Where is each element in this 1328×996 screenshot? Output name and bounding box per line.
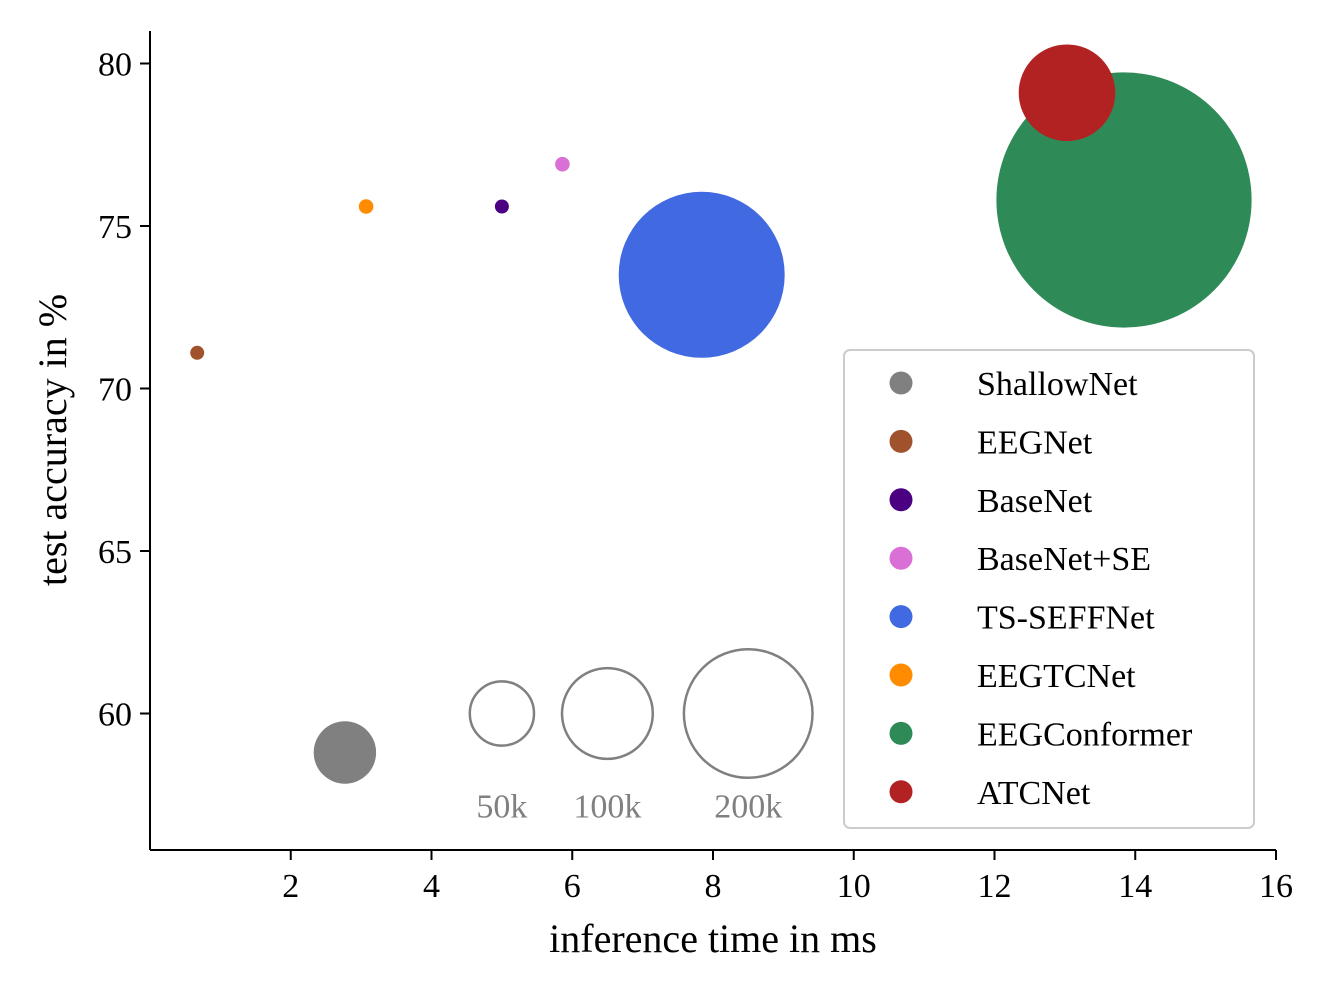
x-ticks: 2 4 6 8 10 12 14 16 [282, 850, 1293, 905]
x-tick-label-6: 6 [564, 868, 581, 905]
legend-marker-eegtcnet [889, 663, 913, 687]
size-circle-100k [560, 666, 655, 761]
legend-label-basenet-se: BaseNet+SE [977, 541, 1151, 578]
size-circle-50k [468, 680, 536, 747]
x-tick-label-14: 14 [1118, 868, 1152, 905]
legend-marker-shallownet [889, 371, 913, 395]
bubble-atcnet [1018, 44, 1116, 142]
y-tick-label-70: 70 [98, 372, 132, 409]
legend-marker-basenet [889, 488, 913, 512]
legend: ShallowNet EEGNet BaseNet BaseNet+SE TS-SEFF… [843, 349, 1255, 829]
x-tick-label-2: 2 [282, 868, 299, 905]
x-tick-label-4: 4 [423, 868, 440, 905]
size-label-100k: 100k [573, 789, 641, 826]
y-ticks: 60 65 70 75 80 [98, 47, 150, 734]
bubble-ts-seffnet [618, 191, 785, 358]
legend-marker-basenet-se [889, 546, 913, 570]
bubbles-layer [190, 44, 1252, 784]
y-tick-label-60: 60 [98, 697, 132, 734]
y-tick-label-80: 80 [98, 47, 132, 84]
legend-frame [843, 349, 1255, 829]
bubble-eegtcnet [358, 199, 374, 214]
x-tick-label-16: 16 [1259, 868, 1293, 905]
legend-label-atcnet: ATCNet [977, 775, 1091, 812]
legend-label-ts-seffnet: TS-SEFFNet [977, 600, 1155, 637]
y-tick-label-65: 65 [98, 534, 132, 571]
legend-label-eegtcnet: EEGTCNet [977, 658, 1136, 695]
legend-marker-eegnet [889, 429, 913, 453]
legend-label-basenet: BaseNet [977, 483, 1093, 520]
bubble-basenet-se [555, 156, 570, 172]
y-axis-title: test accuracy in % [30, 294, 75, 586]
size-legend: 50k 100k 200k [468, 647, 814, 826]
legend-marker-ts-seffnet [889, 605, 913, 629]
x-axis-title: inference time in ms [549, 916, 877, 961]
x-tick-label-12: 12 [978, 868, 1012, 905]
size-label-50k: 50k [476, 789, 527, 826]
legend-label-eegnet: EEGNet [977, 424, 1093, 461]
bubble-shallownet [313, 721, 377, 784]
size-label-200k: 200k [714, 789, 782, 826]
x-tick-label-8: 8 [705, 868, 722, 905]
bubble-eegnet [190, 345, 205, 360]
size-circle-200k [682, 647, 814, 780]
x-tick-label-10: 10 [837, 868, 871, 905]
bubble-basenet [494, 199, 509, 214]
legend-marker-atcnet [889, 780, 913, 804]
y-tick-label-75: 75 [98, 209, 132, 246]
legend-marker-eegconformer [889, 721, 913, 745]
legend-label-eegconformer: EEGConformer [977, 716, 1193, 753]
legend-label-shallownet: ShallowNet [977, 366, 1138, 403]
